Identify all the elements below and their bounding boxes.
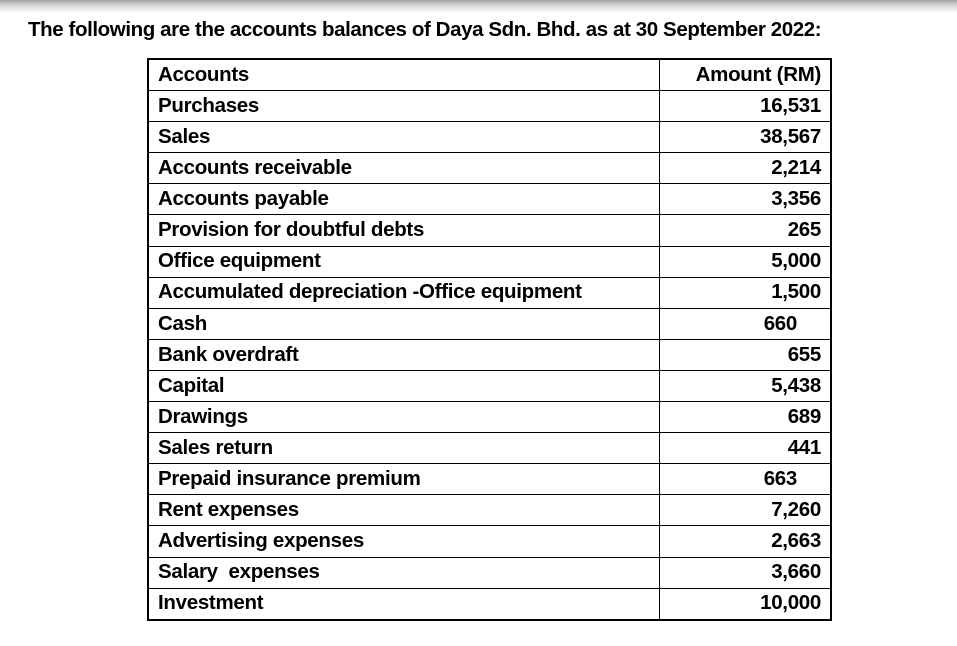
table-row: Capital 5,438 bbox=[147, 369, 832, 403]
account-cell: Provision for doubtful debts bbox=[147, 214, 660, 247]
amount-cell: 2,663 bbox=[659, 525, 832, 558]
accounts-table: Accounts Amount (RM) Purchases 16,531 Sale… bbox=[147, 58, 832, 621]
amount-cell: 3,356 bbox=[659, 183, 832, 216]
amount-cell: 5,438 bbox=[659, 369, 832, 403]
table-row: Accumulated depreciation -Office equipme… bbox=[147, 276, 832, 309]
table-header: Accounts Amount (RM) bbox=[147, 58, 832, 92]
table-row: Drawings 689 bbox=[147, 401, 832, 434]
account-cell: Investment bbox=[147, 587, 660, 621]
amount-cell: 16,531 bbox=[659, 90, 832, 123]
account-cell: Accounts payable bbox=[147, 183, 660, 216]
table-row: Prepaid insurance premium 663 bbox=[147, 463, 832, 496]
account-cell: Advertising expenses bbox=[147, 525, 660, 558]
account-cell: Drawings bbox=[147, 401, 660, 434]
account-cell: Accumulated depreciation -Office equipme… bbox=[147, 276, 660, 309]
page-title: The following are the accounts balances … bbox=[28, 18, 822, 41]
amount-cell: 3,660 bbox=[659, 556, 832, 589]
table-body: Purchases 16,531 Sales 38,567 Accounts recei… bbox=[147, 90, 832, 621]
account-cell: Prepaid insurance premium bbox=[147, 463, 660, 496]
account-cell: Accounts receivable bbox=[147, 152, 660, 185]
account-cell: Rent expenses bbox=[147, 494, 660, 527]
amount-cell: 1,500 bbox=[659, 276, 832, 309]
account-cell: Purchases bbox=[147, 90, 660, 123]
amount-cell: 5,000 bbox=[659, 245, 832, 278]
account-cell: Bank overdraft bbox=[147, 338, 660, 371]
table-row: Bank overdraft 655 bbox=[147, 338, 832, 371]
amount-cell: 663 bbox=[659, 463, 832, 496]
table-row: Accounts payable 3,356 bbox=[147, 183, 832, 216]
account-cell: Capital bbox=[147, 369, 660, 403]
amount-cell: 7,260 bbox=[659, 494, 832, 527]
amount-cell: 10,000 bbox=[659, 587, 832, 621]
amount-cell: 2,214 bbox=[659, 152, 832, 185]
top-edge-shadow bbox=[0, 0, 957, 13]
table-row: Advertising expenses 2,663 bbox=[147, 525, 832, 558]
table-row: Accounts receivable 2,214 bbox=[147, 152, 832, 185]
account-cell: Office equipment bbox=[147, 245, 660, 278]
table-row: Sales 38,567 bbox=[147, 121, 832, 154]
amount-cell: 441 bbox=[659, 432, 832, 465]
table-row: Office equipment 5,000 bbox=[147, 245, 832, 278]
table-row: Sales return 441 bbox=[147, 432, 832, 465]
table-row: Rent expenses 7,260 bbox=[147, 494, 832, 527]
header-amount: Amount (RM) bbox=[659, 58, 832, 92]
header-row: Accounts Amount (RM) bbox=[147, 58, 832, 92]
amount-cell: 655 bbox=[659, 338, 832, 371]
amount-cell: 660 bbox=[659, 307, 832, 340]
table-row: Investment 10,000 bbox=[147, 587, 832, 621]
amount-cell: 38,567 bbox=[659, 121, 832, 154]
table-row: Purchases 16,531 bbox=[147, 90, 832, 123]
amount-cell: 689 bbox=[659, 401, 832, 434]
table-row: Provision for doubtful debts 265 bbox=[147, 214, 832, 247]
amount-cell: 265 bbox=[659, 214, 832, 247]
account-cell: Salary expenses bbox=[147, 556, 660, 589]
account-cell: Sales return bbox=[147, 432, 660, 465]
table-row: Cash 660 bbox=[147, 307, 832, 340]
account-cell: Sales bbox=[147, 121, 660, 154]
table-row: Salary expenses 3,660 bbox=[147, 556, 832, 589]
header-accounts: Accounts bbox=[147, 58, 660, 92]
account-cell: Cash bbox=[147, 307, 660, 340]
